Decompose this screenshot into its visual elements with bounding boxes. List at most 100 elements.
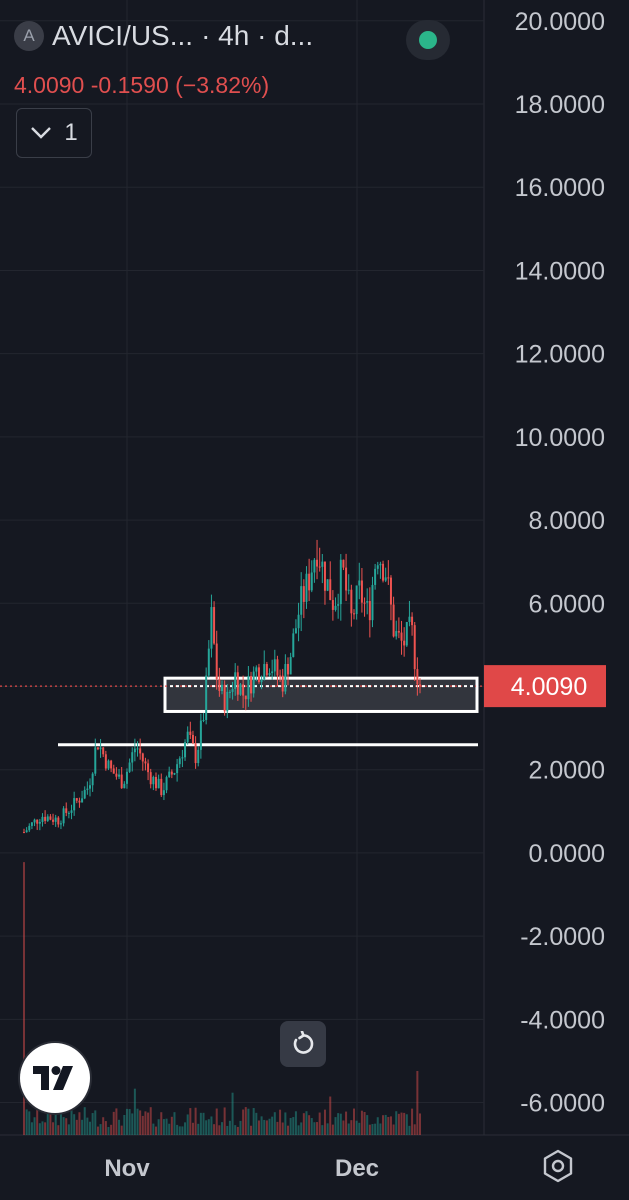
- candle-body: [221, 684, 223, 692]
- candle-body: [218, 679, 221, 692]
- candle-body: [213, 607, 216, 644]
- volume-bar: [403, 1112, 406, 1135]
- symbol-badge: A: [14, 21, 44, 51]
- volume-bar: [294, 1111, 297, 1135]
- volume-bar: [186, 1114, 189, 1135]
- candle-body: [30, 822, 33, 826]
- candle-body: [376, 565, 379, 569]
- candle-body: [310, 572, 313, 591]
- candle-body: [89, 785, 91, 789]
- volume-bar: [389, 1116, 392, 1135]
- candle-body: [276, 659, 279, 676]
- volume-bar: [78, 1112, 81, 1135]
- chart-settings-button[interactable]: [538, 1146, 578, 1186]
- candle-body: [358, 580, 361, 586]
- volume-bar: [308, 1115, 311, 1135]
- candle-body: [178, 758, 181, 765]
- candle-body: [155, 776, 157, 789]
- volume-bar: [353, 1108, 355, 1135]
- candle-body: [181, 757, 184, 759]
- market-status-button[interactable]: [406, 20, 450, 60]
- candle-body: [239, 684, 242, 695]
- volume-bar: [176, 1124, 179, 1135]
- volume-bar: [157, 1119, 160, 1135]
- volume-bar: [345, 1111, 348, 1135]
- price-change-row: 4.0090 -0.1590 (−3.82%): [14, 72, 269, 99]
- candle-body: [350, 589, 353, 614]
- candle-body: [379, 563, 382, 566]
- tradingview-logo-icon[interactable]: [20, 1043, 90, 1113]
- volume-bar: [234, 1125, 237, 1135]
- indicators-collapse-button[interactable]: 1: [16, 108, 92, 158]
- candle-body: [81, 798, 84, 803]
- candle-body: [44, 816, 47, 821]
- volume-bar: [326, 1123, 329, 1135]
- candle-body: [284, 663, 287, 692]
- candle-body: [260, 679, 263, 683]
- candle-body: [250, 676, 253, 694]
- candle-body: [57, 817, 60, 825]
- volume-bar: [89, 1121, 91, 1135]
- candle-body: [170, 771, 173, 775]
- candle-body: [160, 778, 163, 796]
- volume-bar: [263, 1119, 266, 1135]
- volume-bar: [112, 1111, 115, 1135]
- volume-bar: [287, 1125, 289, 1135]
- candle-body: [279, 675, 282, 677]
- candle-body: [115, 773, 118, 777]
- price-axis[interactable]: 20.0000 18.0000 16.0000 14.0000 12.0000 10.00…: [484, 8, 606, 1118]
- candle-body: [297, 614, 300, 629]
- candle-body: [149, 772, 152, 785]
- volume-bar: [202, 1112, 205, 1135]
- time-axis[interactable]: Nov Dec: [104, 1155, 379, 1182]
- candle-body: [384, 577, 387, 581]
- candle-body: [112, 768, 115, 774]
- market-open-dot-icon: [419, 31, 437, 49]
- symbol-title[interactable]: AVICI/US...: [52, 20, 194, 51]
- volume-bar: [371, 1124, 374, 1135]
- candle-body: [236, 672, 239, 695]
- volume-bar: [123, 1114, 126, 1135]
- volume-bar: [260, 1116, 263, 1135]
- volume-bar: [255, 1112, 258, 1135]
- current-price: 4.0090: [14, 72, 85, 98]
- volume-bar: [305, 1111, 308, 1135]
- volume-bar: [110, 1124, 113, 1135]
- volume-bar: [318, 1112, 321, 1135]
- candle-body: [345, 567, 348, 591]
- y-tick-label: 6.0000: [529, 590, 605, 618]
- volume-bar: [313, 1122, 316, 1135]
- volume-bar: [376, 1117, 379, 1135]
- candle-body: [374, 568, 377, 585]
- candle-body: [368, 601, 371, 621]
- volume-bar: [392, 1124, 395, 1135]
- candle-body: [165, 777, 168, 791]
- volume-bar: [358, 1122, 361, 1135]
- volume-bar: [316, 1122, 319, 1135]
- reset-chart-button[interactable]: [280, 1021, 326, 1067]
- symbol-header[interactable]: A AVICI/US... · 4h · d...: [14, 20, 313, 52]
- volume-bar: [289, 1117, 292, 1135]
- volume-bar: [408, 1125, 411, 1135]
- candle-body: [294, 628, 297, 634]
- candle-body: [252, 671, 255, 694]
- volume-bar: [302, 1113, 305, 1135]
- candle-body: [168, 771, 171, 778]
- candle-body: [123, 783, 126, 789]
- candle-body: [247, 676, 250, 700]
- candle-body: [323, 561, 326, 591]
- volume-bar: [152, 1123, 155, 1135]
- volume-bar: [199, 1112, 202, 1135]
- volume-bar: [284, 1112, 287, 1135]
- volume-bar: [94, 1110, 97, 1135]
- candle-body: [273, 659, 276, 672]
- interval-text[interactable]: · 4h · d...: [201, 20, 314, 51]
- volume-bar: [416, 1070, 419, 1135]
- candle-body: [91, 773, 94, 786]
- volume-bar: [223, 1107, 226, 1135]
- volume-bar: [173, 1112, 176, 1135]
- candle-body: [408, 616, 411, 623]
- candle-body: [347, 589, 350, 591]
- candle-body: [49, 816, 52, 820]
